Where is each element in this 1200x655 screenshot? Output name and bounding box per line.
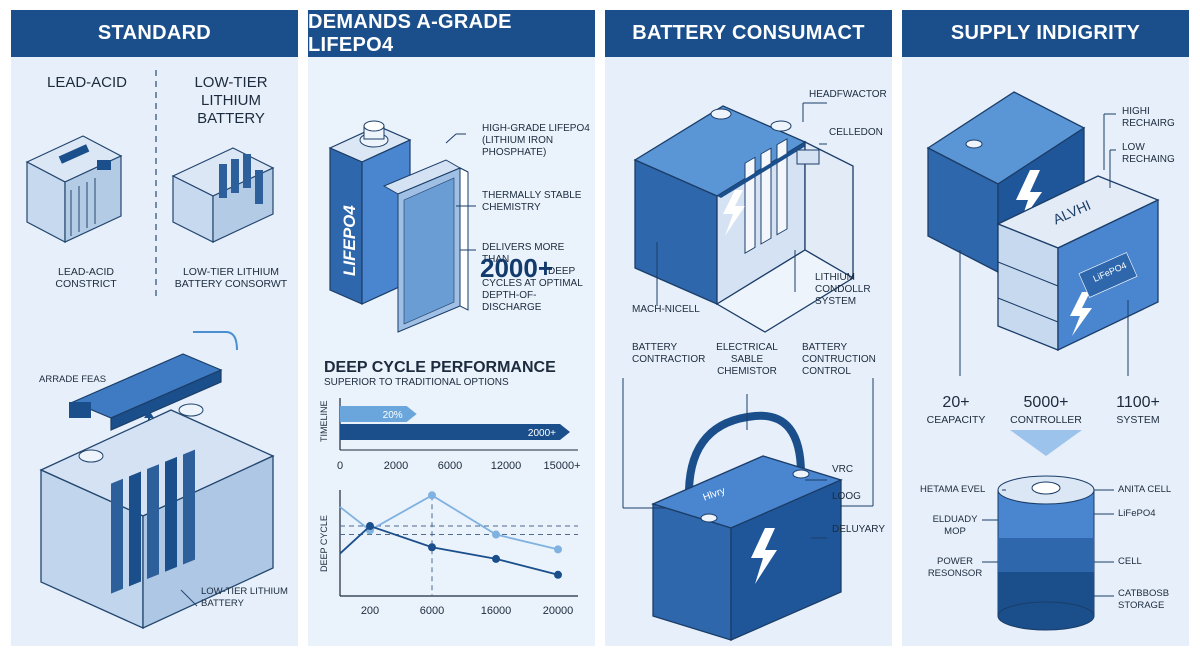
cyl-label-cell: CELL bbox=[1118, 556, 1142, 567]
callout-delivers: DELIVERS MORE THAN bbox=[482, 242, 565, 265]
lead-acid-caption: LEAD-ACID CONSTRICT bbox=[55, 266, 117, 290]
cycles-big-number: 2000+ bbox=[480, 253, 554, 283]
series-point bbox=[492, 554, 500, 563]
stat-controller-value: 5000+ bbox=[1023, 394, 1069, 411]
callout-high-grade: HIGH-GRADE LiFePO4 (LITHIUM IRON PHOSPHA… bbox=[482, 123, 590, 158]
blue-battery-back bbox=[926, 91, 1086, 274]
timeline-chart: 20% 2000+ 0 2000 6000 12000 15000+ bbox=[337, 398, 581, 472]
cell-caption: LOW-TIER LITHIUM BATTERY bbox=[201, 586, 288, 609]
battery-case bbox=[651, 411, 843, 641]
label-vrc: VRC bbox=[832, 464, 854, 475]
line-tick-label: 200 bbox=[361, 605, 379, 617]
label-deluyary: DELUYARY bbox=[832, 524, 885, 535]
line-series bbox=[339, 491, 562, 579]
label-high-recharge: HIGHI RECHAIRG bbox=[1122, 106, 1175, 129]
stat-system-label: SYSTEM bbox=[1116, 414, 1160, 426]
timeline-tick-label: 0 bbox=[337, 460, 343, 472]
timeline-bar bbox=[340, 424, 570, 440]
cyl-label-storage: CATBBOSB STORAGE bbox=[1118, 588, 1170, 611]
timeline-bar bbox=[340, 406, 417, 422]
stat-capacity-value: 20+ bbox=[942, 394, 970, 411]
timeline-tick-label: 15000+ bbox=[543, 460, 580, 472]
low-tier-lithium-heading: LOW-TIER LITHIUM BATTERY bbox=[194, 74, 268, 127]
panel-supply: SUPPLY INDIGRITY bbox=[902, 10, 1189, 646]
lifepo4-cell bbox=[328, 120, 469, 333]
low-tier-lithium-caption: LOW-TIER LITHIUM BATTERY CONSORWT bbox=[174, 266, 288, 290]
stat-capacity-label: CEAPACITY bbox=[926, 414, 986, 426]
timeline-tick-label: 2000 bbox=[384, 460, 408, 472]
panel-header: BATTERY CONSUMACT bbox=[605, 10, 892, 57]
section-title: DEEP CYCLE PERFORMANCE bbox=[324, 359, 556, 376]
upgrade-module bbox=[69, 331, 238, 446]
cyl-label-elduady: ELDUADY MOP bbox=[932, 514, 978, 537]
timeline-bars: 20% 2000+ bbox=[340, 406, 570, 440]
lead-acid-battery-small bbox=[25, 135, 123, 243]
panel-battery: BATTERY CONSUMACT bbox=[605, 10, 892, 646]
supply-illustration bbox=[926, 91, 1160, 631]
label-construction-control: BATTERY CONTRUCTION CONTROL bbox=[802, 342, 876, 377]
section-subtitle: SUPERIOR TO TRADITIONAL OPTIONS bbox=[324, 377, 509, 388]
label-headfwactor: HEADFWACTOR bbox=[809, 89, 887, 100]
battery-illustration bbox=[622, 102, 874, 641]
timeline-axis-label: TIMELINE bbox=[319, 400, 329, 442]
cycles-caption: DEEP CYCLES AT OPTIMAL DEPTH-OF-DISCHARG… bbox=[482, 266, 583, 313]
lifepo4-illustration: 20% 2000+ 0 2000 6000 12000 15000+ 200 6000 160… bbox=[328, 120, 581, 617]
timeline-bar-label: 20% bbox=[383, 410, 403, 421]
label-lithium-system: LITHIUM CONDOLLR SYSTEM bbox=[815, 272, 871, 307]
cell-brand-label: LiFePO4 bbox=[340, 205, 359, 276]
label-mach-nicell: MACH-NICELL bbox=[632, 304, 700, 315]
cyl-label-hetama: HETAMA EVEL bbox=[920, 484, 986, 495]
standard-illustration bbox=[25, 70, 275, 630]
panel-lifepo4: DEMANDS A-GRADE LiFePO4 20% 2000+ 0 2000 60… bbox=[308, 10, 595, 646]
lead-acid-heading: LEAD-ACID bbox=[47, 74, 128, 91]
panel-standard: STANDARD bbox=[11, 10, 298, 646]
series-line bbox=[339, 494, 559, 551]
label-low-recharge: LOW RECHAING bbox=[1122, 142, 1175, 165]
deep-cycle-chart: 200 6000 16000 20000 bbox=[339, 490, 578, 617]
stat-system-value: 1100+ bbox=[1116, 394, 1160, 411]
timeline-bar-label: 2000+ bbox=[528, 428, 556, 439]
cyl-label-lifepo4: LiFePO4 bbox=[1118, 508, 1156, 519]
label-celledon: CELLEDON bbox=[829, 127, 883, 138]
stat-controller-label: CONTROLLER bbox=[1010, 414, 1082, 426]
series-point bbox=[554, 570, 562, 579]
line-tick-label: 20000 bbox=[543, 605, 574, 617]
series-point bbox=[492, 530, 500, 539]
storage-cylinder bbox=[997, 475, 1095, 631]
label-battery-contractior: BATTERY CONTRACTIOR bbox=[632, 342, 706, 365]
lifepo4-module-stack bbox=[996, 175, 1160, 352]
lead-acid-battery-large bbox=[39, 403, 275, 630]
upgrade-label: ARRADE FEAS bbox=[39, 374, 107, 385]
label-electrical: ELECTRICAL SABLE CHEMISTOR bbox=[716, 342, 778, 377]
series-point bbox=[428, 491, 436, 500]
panel-header: SUPPLY INDIGRITY bbox=[902, 10, 1189, 57]
cutaway-battery bbox=[633, 105, 855, 333]
reference-lines bbox=[340, 495, 578, 596]
series-point bbox=[428, 543, 436, 552]
label-loog: LOOG bbox=[832, 491, 861, 502]
timeline-tick-label: 12000 bbox=[491, 460, 522, 472]
line-tick-label: 16000 bbox=[481, 605, 512, 617]
callout-thermal: THERMALLY STABLE CHEMISTRY bbox=[482, 190, 582, 213]
series-line bbox=[339, 525, 559, 576]
panel-header: DEMANDS A-GRADE LiFePO4 bbox=[308, 10, 595, 57]
timeline-tick-label: 6000 bbox=[438, 460, 462, 472]
cyl-label-anita: ANITA CELL bbox=[1118, 484, 1172, 495]
series-point bbox=[554, 545, 562, 554]
series-point bbox=[366, 522, 374, 531]
panel-header: STANDARD bbox=[11, 10, 298, 57]
timeline-ticks: 0 2000 6000 12000 15000+ bbox=[337, 460, 581, 472]
cyl-label-power: POWER RESONSOR bbox=[927, 556, 983, 579]
low-tier-lithium-battery-small bbox=[171, 147, 275, 243]
line-tick-label: 6000 bbox=[420, 605, 444, 617]
deep-cycle-axis-label: DEEP CYCLE bbox=[319, 515, 329, 572]
line-chart-ticks: 200 6000 16000 20000 bbox=[361, 605, 573, 617]
